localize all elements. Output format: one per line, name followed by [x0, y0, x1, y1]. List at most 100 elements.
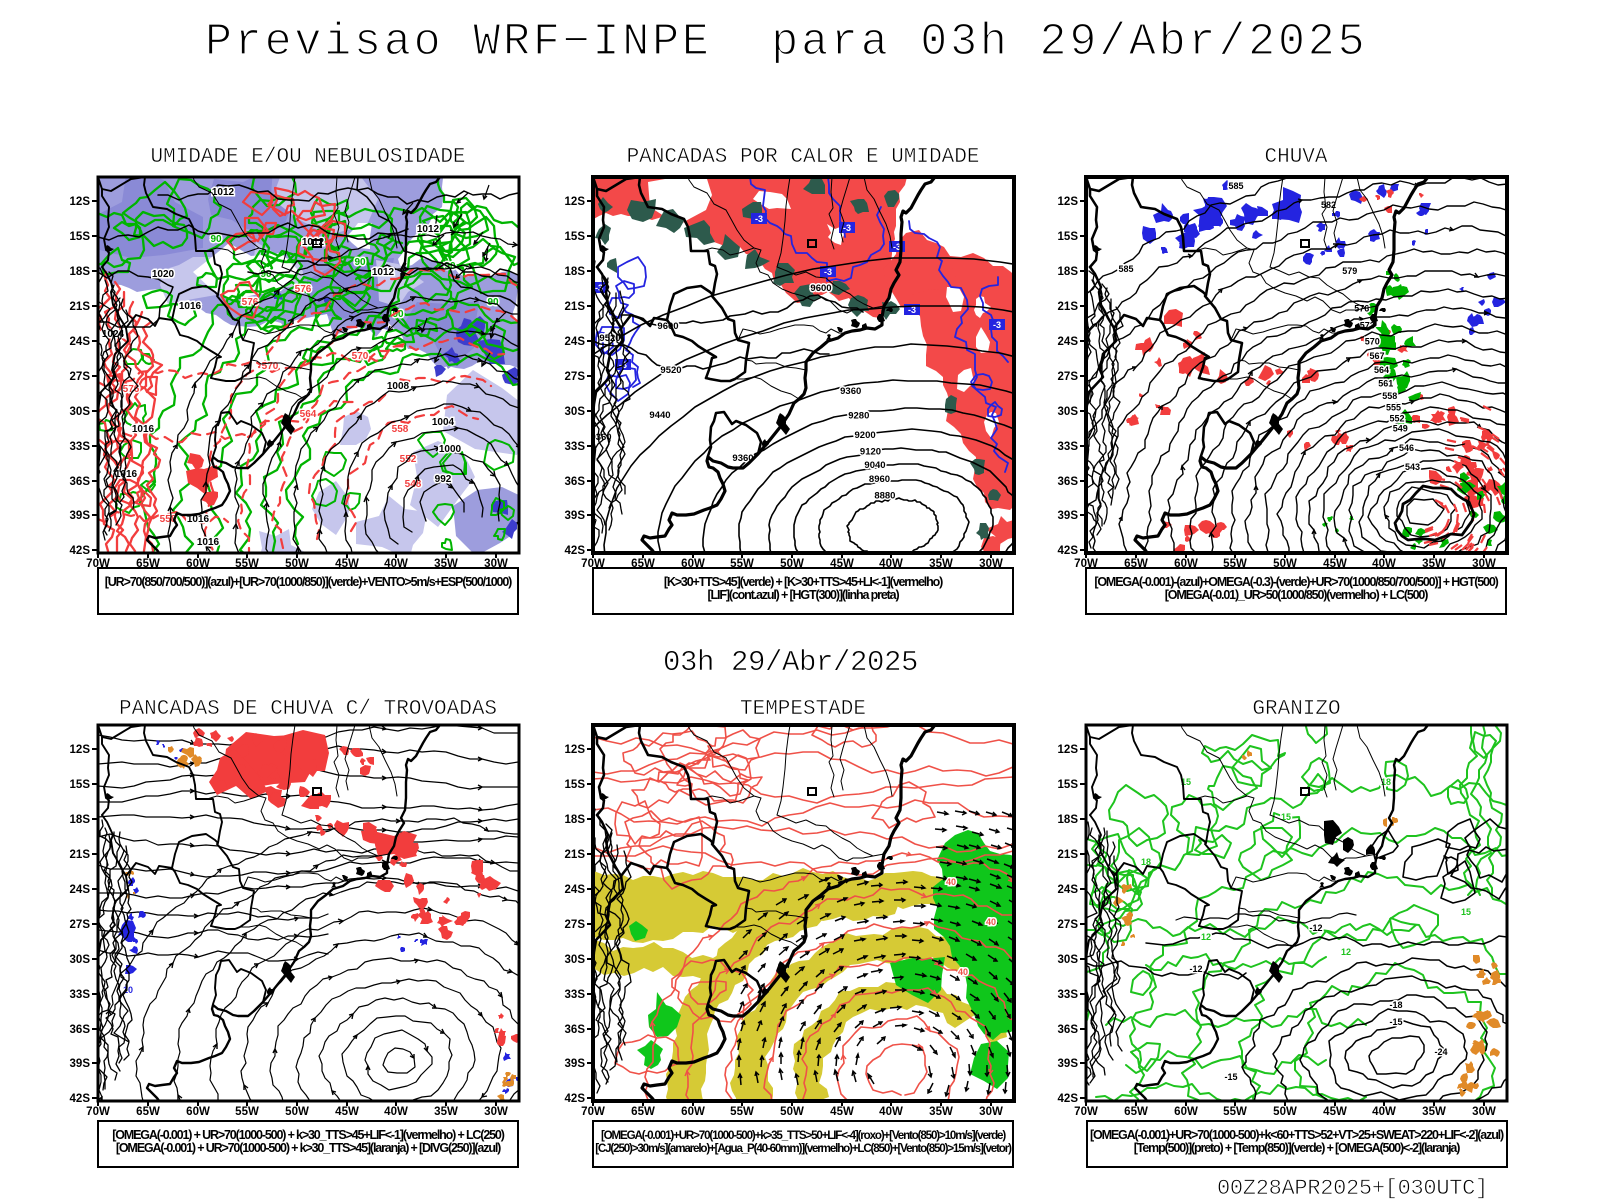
svg-text:585: 585: [1228, 181, 1243, 191]
svg-text:21S: 21S: [564, 301, 585, 313]
svg-text:555: 555: [1385, 403, 1400, 413]
svg-text:561: 561: [1378, 378, 1393, 388]
svg-text:30S: 30S: [1058, 954, 1079, 966]
svg-text:50W: 50W: [780, 1106, 804, 1118]
svg-text:576: 576: [241, 297, 258, 308]
svg-text:-24: -24: [1434, 1047, 1447, 1057]
svg-text:1020: 1020: [151, 269, 174, 280]
svg-text:570: 570: [351, 351, 368, 362]
svg-text:564: 564: [299, 409, 316, 420]
svg-text:30S: 30S: [69, 406, 90, 418]
svg-text:30S: 30S: [564, 954, 585, 966]
svg-text:582: 582: [1320, 200, 1335, 210]
svg-text:9040: 9040: [864, 460, 885, 471]
svg-text:1016: 1016: [114, 469, 137, 480]
svg-text:-15: -15: [1224, 1072, 1237, 1082]
svg-text:15S: 15S: [1057, 231, 1078, 243]
svg-text:-12: -12: [1189, 964, 1202, 974]
svg-text:33S: 33S: [69, 441, 90, 453]
svg-text:90: 90: [487, 297, 499, 308]
svg-text:12S: 12S: [1058, 744, 1079, 756]
svg-text:40: 40: [957, 967, 967, 977]
svg-text:33S: 33S: [69, 989, 90, 1001]
svg-text:60W: 60W: [186, 1106, 210, 1118]
svg-text:18: 18: [1141, 857, 1151, 867]
svg-text:18S: 18S: [69, 814, 90, 826]
svg-text:15S: 15S: [564, 231, 585, 243]
svg-text:39S: 39S: [69, 1058, 90, 1070]
svg-text:12S: 12S: [69, 196, 90, 208]
svg-text:55W: 55W: [1223, 1106, 1247, 1118]
svg-text:9360: 9360: [840, 386, 861, 397]
svg-text:65W: 65W: [1124, 1106, 1148, 1118]
svg-text:15S: 15S: [564, 779, 585, 791]
svg-text:45W: 45W: [830, 1106, 854, 1118]
svg-text:70W: 70W: [86, 1106, 110, 1118]
svg-text:36S: 36S: [564, 1024, 585, 1036]
svg-text:55W: 55W: [730, 1106, 754, 1118]
svg-text:1008: 1008: [386, 381, 409, 392]
svg-text:36S: 36S: [69, 1024, 90, 1036]
svg-text:12S: 12S: [69, 744, 90, 756]
svg-text:18S: 18S: [1058, 814, 1079, 826]
svg-text:558: 558: [391, 424, 408, 435]
svg-text:36S: 36S: [1058, 1024, 1079, 1036]
svg-text:-3: -3: [594, 283, 602, 293]
svg-text:24S: 24S: [1057, 336, 1078, 348]
svg-text:9440: 9440: [649, 410, 670, 421]
svg-text:33S: 33S: [1057, 441, 1078, 453]
svg-text:9520: 9520: [599, 333, 620, 344]
svg-text:564: 564: [1373, 365, 1388, 375]
svg-text:21S: 21S: [69, 849, 90, 861]
svg-text:27S: 27S: [1058, 919, 1079, 931]
svg-text:50W: 50W: [1273, 1106, 1297, 1118]
svg-text:90: 90: [210, 234, 222, 245]
svg-text:9520: 9520: [660, 365, 681, 376]
svg-text:9600: 9600: [810, 283, 831, 294]
svg-text:18S: 18S: [1057, 266, 1078, 278]
svg-text:12S: 12S: [564, 744, 585, 756]
svg-text:15: 15: [1461, 907, 1471, 917]
svg-text:1004: 1004: [431, 417, 454, 428]
svg-text:30W: 30W: [1472, 1106, 1496, 1118]
svg-text:35W: 35W: [1422, 1106, 1446, 1118]
svg-text:36S: 36S: [1057, 476, 1078, 488]
svg-text:992: 992: [434, 474, 451, 485]
svg-text:39S: 39S: [564, 510, 585, 522]
svg-text:35W: 35W: [929, 1106, 953, 1118]
svg-text:39S: 39S: [1057, 510, 1078, 522]
svg-text:15S: 15S: [69, 779, 90, 791]
svg-text:60W: 60W: [681, 1106, 705, 1118]
svg-text:-3: -3: [842, 223, 850, 233]
svg-text:45W: 45W: [1323, 1106, 1347, 1118]
svg-text:21S: 21S: [1057, 301, 1078, 313]
svg-text:8880: 8880: [874, 490, 895, 501]
svg-text:585: 585: [1118, 264, 1133, 274]
svg-text:1012: 1012: [416, 224, 439, 235]
svg-text:27S: 27S: [69, 371, 90, 383]
svg-text:36S: 36S: [69, 476, 90, 488]
svg-text:546: 546: [1398, 443, 1413, 453]
svg-text:8960: 8960: [868, 474, 889, 485]
svg-text:33S: 33S: [564, 989, 585, 1001]
svg-text:40W: 40W: [384, 1106, 408, 1118]
svg-text:24S: 24S: [564, 336, 585, 348]
svg-text:12: 12: [1341, 947, 1351, 957]
svg-text:12: 12: [1201, 932, 1211, 942]
svg-text:40: 40: [945, 877, 955, 887]
svg-text:70W: 70W: [581, 1106, 605, 1118]
svg-text:-12: -12: [1309, 923, 1322, 933]
svg-text:39S: 39S: [1058, 1058, 1079, 1070]
svg-text:18S: 18S: [564, 266, 585, 278]
svg-text:-15: -15: [1389, 1017, 1402, 1027]
svg-text:70W: 70W: [1074, 1106, 1098, 1118]
svg-text:27S: 27S: [69, 919, 90, 931]
svg-text:9200: 9200: [854, 430, 875, 441]
svg-text:42S: 42S: [564, 545, 585, 557]
svg-text:12S: 12S: [1057, 196, 1078, 208]
svg-text:18S: 18S: [69, 266, 90, 278]
svg-text:90: 90: [354, 257, 366, 268]
svg-text:1000: 1000: [438, 444, 461, 455]
svg-text:579: 579: [1342, 266, 1357, 276]
svg-text:576: 576: [122, 384, 139, 395]
